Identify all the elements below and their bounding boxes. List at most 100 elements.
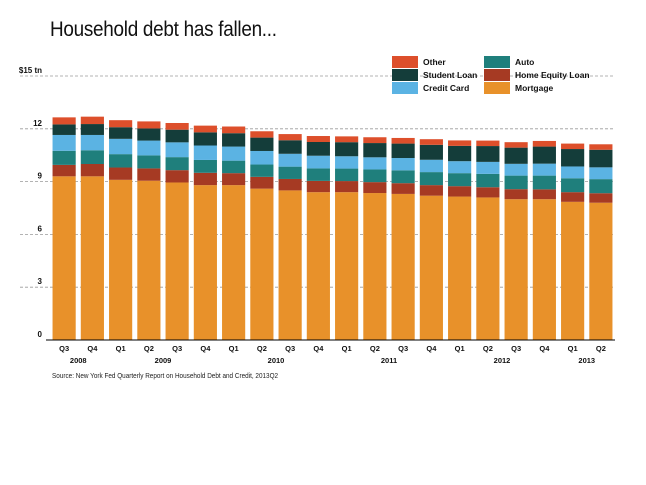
bar-segment-auto: [193, 159, 217, 173]
bar-segment-home-equity-loan: [80, 164, 104, 177]
bar-segment-home-equity-loan: [193, 172, 217, 186]
bar-segment-mortgage: [504, 199, 528, 340]
bar-segment-other: [448, 140, 472, 146]
bar-segment-mortgage: [448, 196, 472, 340]
bar-segment-mortgage: [165, 182, 189, 340]
x-year-label: 2010: [268, 356, 285, 365]
legend-swatch: [392, 82, 418, 94]
bar-segment-home-equity-loan: [363, 182, 387, 194]
x-tick-label: Q1: [455, 344, 465, 353]
bar-segment-auto: [137, 155, 161, 169]
bar-segment-auto: [419, 172, 443, 186]
bar-segment-auto: [363, 169, 387, 183]
x-year-label: 2012: [494, 356, 511, 365]
bar-segment-auto: [391, 170, 415, 184]
bar-segment-credit-card: [306, 155, 330, 169]
bar-segment-student-loan: [306, 142, 330, 156]
bar-segment-home-equity-loan: [419, 185, 443, 196]
bar-segment-credit-card: [193, 145, 217, 160]
bar-segment-student-loan: [193, 132, 217, 146]
bar-segment-credit-card: [222, 146, 246, 161]
bar-segment-home-equity-loan: [504, 189, 528, 200]
legend-label: Home Equity Loan: [515, 70, 590, 80]
bar-segment-auto: [476, 173, 500, 188]
bar-segment-home-equity-loan: [561, 192, 585, 202]
legend-swatch: [392, 69, 418, 81]
bar-segment-mortgage: [419, 195, 443, 340]
bar-segment-home-equity-loan: [222, 173, 246, 186]
bar-segment-other: [52, 117, 76, 125]
bar-segment-student-loan: [52, 124, 76, 135]
x-tick-label: Q4: [539, 344, 550, 353]
bar-segment-credit-card: [589, 167, 613, 180]
bar-segment-home-equity-loan: [391, 183, 415, 194]
bar-segment-other: [222, 126, 246, 134]
x-tick-label: Q4: [313, 344, 324, 353]
bar-segment-mortgage: [335, 192, 359, 340]
bar-segment-other: [532, 140, 556, 147]
y-tick-label: $15 tn: [19, 66, 42, 75]
legend-swatch: [484, 56, 510, 68]
bar-segment-auto: [250, 164, 274, 177]
bar-segment-home-equity-loan: [532, 189, 556, 200]
bar-segment-other: [391, 137, 415, 144]
bar-segment-credit-card: [391, 158, 415, 171]
bar-segment-other: [306, 136, 330, 142]
x-tick-label: Q2: [483, 344, 493, 353]
bar-segment-auto: [278, 166, 302, 179]
bar-segment-mortgage: [222, 185, 246, 340]
bar-segment-other: [561, 143, 585, 150]
bar-segment-mortgage: [476, 197, 500, 340]
bar-segment-student-loan: [109, 127, 133, 139]
legend-label: Auto: [515, 57, 534, 67]
chart-title: Household debt has fallen...: [50, 18, 277, 41]
x-tick-label: Q3: [398, 344, 408, 353]
legend-label: Credit Card: [423, 83, 469, 93]
bar-segment-mortgage: [532, 199, 556, 340]
bar-segment-credit-card: [561, 166, 585, 179]
bar-segment-mortgage: [363, 193, 387, 340]
bar-segment-student-loan: [448, 145, 472, 162]
bar-segment-credit-card: [419, 159, 443, 173]
bar-segment-student-loan: [137, 128, 161, 141]
legend: Other Auto Student Loan Home Equity Loan Cre…: [392, 56, 590, 94]
bar-segment-home-equity-loan: [476, 187, 500, 198]
x-tick-label: Q1: [229, 344, 239, 353]
bar-segment-other: [589, 144, 613, 150]
bar-segment-home-equity-loan: [306, 180, 330, 193]
bar-segment-home-equity-loan: [137, 168, 161, 181]
bar-segment-auto: [504, 175, 528, 190]
bar-segment-other: [109, 120, 133, 128]
bar-segment-mortgage: [52, 176, 76, 340]
x-tick-label: Q4: [200, 344, 211, 353]
bar-segment-credit-card: [278, 153, 302, 167]
y-tick-label: 12: [33, 119, 42, 128]
bar-segment-student-loan: [391, 143, 415, 159]
y-tick-label: 9: [38, 172, 43, 181]
bar-segment-credit-card: [109, 138, 133, 155]
x-tick-label: Q3: [511, 344, 521, 353]
bar-segment-auto: [561, 178, 585, 193]
bar-segment-auto: [52, 150, 76, 165]
bar-segment-auto: [109, 154, 133, 168]
bar-segment-other: [278, 134, 302, 141]
bar-segment-home-equity-loan: [278, 178, 302, 191]
bar-segment-credit-card: [52, 134, 76, 151]
bar-segment-other: [80, 116, 104, 125]
bar-segment-other: [250, 131, 274, 138]
bar-segment-mortgage: [391, 193, 415, 340]
bar-segment-other: [419, 139, 443, 145]
x-tick-label: Q1: [568, 344, 578, 353]
x-year-label: 2011: [381, 356, 397, 365]
bar-segment-student-loan: [165, 129, 189, 143]
x-tick-label: Q2: [257, 344, 267, 353]
bar-segment-other: [137, 121, 161, 129]
bar-segment-auto: [589, 179, 613, 194]
bar-segment-auto: [165, 157, 189, 171]
bar-segment-mortgage: [278, 190, 302, 340]
bar-segment-credit-card: [137, 140, 161, 156]
bar-segment-home-equity-loan: [250, 176, 274, 189]
source-note: Source: New York Fed Quarterly Report on…: [52, 371, 279, 380]
bar-segment-home-equity-loan: [52, 164, 76, 177]
bar-segment-student-loan: [504, 147, 528, 164]
